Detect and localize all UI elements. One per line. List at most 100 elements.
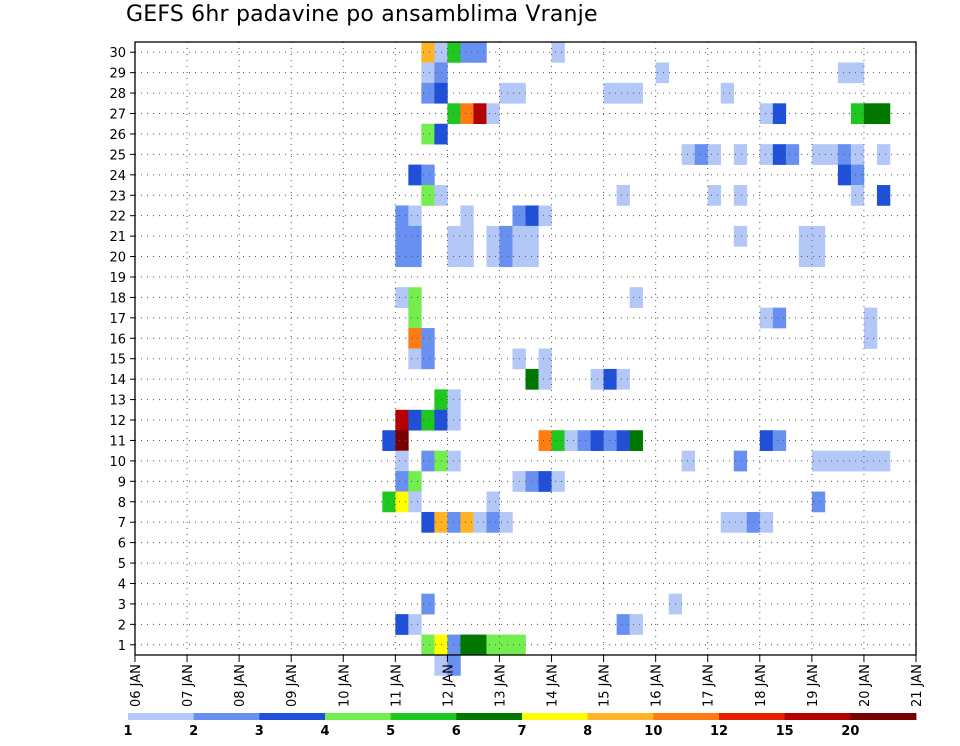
heat-cell xyxy=(837,450,852,472)
y-tick-label: 25 xyxy=(109,148,126,163)
legend-label: 4 xyxy=(320,724,329,739)
heat-cell xyxy=(603,368,617,390)
heat-cell xyxy=(538,368,552,390)
heat-cell xyxy=(408,471,422,492)
heat-cell xyxy=(447,389,461,411)
y-tick-label: 9 xyxy=(118,475,126,490)
heat-cell xyxy=(837,164,852,186)
heat-cell xyxy=(447,450,461,472)
y-tick-label: 6 xyxy=(118,537,126,552)
x-tick-label: 21 JAN xyxy=(910,664,925,707)
legend-label: 6 xyxy=(452,724,461,739)
heat-cell xyxy=(733,185,748,206)
heat-cell xyxy=(850,62,865,84)
x-tick-label: 10 JAN xyxy=(337,664,352,707)
heat-cell xyxy=(447,511,461,533)
heat-cell xyxy=(850,164,865,186)
x-tick-label: 12 JAN xyxy=(441,664,456,707)
y-tick-label: 17 xyxy=(109,312,126,327)
heat-cell xyxy=(525,368,539,390)
x-tick-label: 19 JAN xyxy=(806,664,821,707)
y-tick-label: 5 xyxy=(118,557,126,572)
y-tick-label: 15 xyxy=(109,353,126,368)
heat-cell xyxy=(616,368,630,390)
y-tick-label: 30 xyxy=(109,46,126,61)
plot-frame xyxy=(134,41,917,656)
heat-cell xyxy=(421,328,435,349)
heat-cell xyxy=(850,450,865,472)
heat-cell xyxy=(629,430,643,451)
y-tick-label: 23 xyxy=(109,189,126,204)
heat-cell xyxy=(837,144,852,165)
heat-cell xyxy=(525,205,539,227)
heat-cell xyxy=(408,614,422,635)
heat-cell xyxy=(408,409,422,431)
y-tick-label: 1 xyxy=(118,639,126,654)
heat-cell xyxy=(850,185,865,206)
heat-cell xyxy=(421,348,435,370)
heat-cell xyxy=(759,103,774,125)
legend-label: 15 xyxy=(776,724,794,739)
heat-cell xyxy=(408,328,422,349)
heat-cell xyxy=(460,103,474,125)
y-tick-label: 11 xyxy=(109,434,126,449)
legend-label: 5 xyxy=(386,724,395,739)
heat-cell xyxy=(772,430,787,451)
heat-cell xyxy=(421,164,435,186)
heat-cell xyxy=(629,82,643,104)
x-tick-label: 15 JAN xyxy=(598,664,613,707)
x-tick-label: 08 JAN xyxy=(233,664,248,707)
heat-cell xyxy=(382,430,396,451)
heat-cell xyxy=(733,225,748,247)
heat-cell xyxy=(486,511,500,533)
heat-cell xyxy=(551,42,565,63)
heat-cell xyxy=(759,511,774,533)
heat-cell xyxy=(876,185,891,206)
heat-cell xyxy=(421,185,435,206)
heat-cell xyxy=(447,103,461,125)
heat-cell xyxy=(486,246,500,268)
heat-cell xyxy=(603,430,617,451)
y-tick-label: 28 xyxy=(109,87,126,102)
heat-cell xyxy=(772,307,787,329)
heat-cell xyxy=(772,144,787,165)
chart-title: GEFS 6hr padavine po ansamblima Vranje xyxy=(126,2,598,27)
heat-cell xyxy=(499,511,513,533)
heat-cell xyxy=(811,450,826,472)
heat-cell xyxy=(538,348,552,370)
heat-cell xyxy=(460,246,474,268)
heat-cell xyxy=(421,634,435,656)
heat-cell xyxy=(837,62,852,84)
legend-label: 2 xyxy=(189,724,198,739)
heat-cell xyxy=(408,287,422,308)
heat-cell xyxy=(616,430,630,451)
x-tick-label: 18 JAN xyxy=(754,664,769,707)
heat-cell xyxy=(499,246,513,268)
heat-cell xyxy=(408,225,422,247)
heat-cell xyxy=(473,103,487,125)
heat-cell xyxy=(395,205,409,227)
heat-cell xyxy=(785,144,800,165)
legend-swatch xyxy=(259,713,326,720)
heat-cell xyxy=(460,511,474,533)
heat-cell xyxy=(499,634,513,656)
heat-cell xyxy=(395,246,409,268)
heat-cell xyxy=(876,103,891,125)
heat-cell xyxy=(486,103,500,125)
heat-cell xyxy=(473,42,487,63)
x-tick-label: 17 JAN xyxy=(702,664,717,707)
heat-cell xyxy=(876,450,891,472)
heat-cell xyxy=(538,471,552,492)
legend-label: 12 xyxy=(710,724,728,739)
heat-cell xyxy=(395,491,409,513)
y-tick-label: 20 xyxy=(109,251,126,266)
heat-cell xyxy=(395,287,409,308)
heat-cell xyxy=(395,225,409,247)
heat-cell xyxy=(421,123,435,145)
heat-cell xyxy=(551,471,565,492)
heat-cell xyxy=(447,655,461,676)
heat-cell xyxy=(447,634,461,656)
heat-cell xyxy=(408,348,422,370)
y-tick-label: 4 xyxy=(118,577,126,592)
